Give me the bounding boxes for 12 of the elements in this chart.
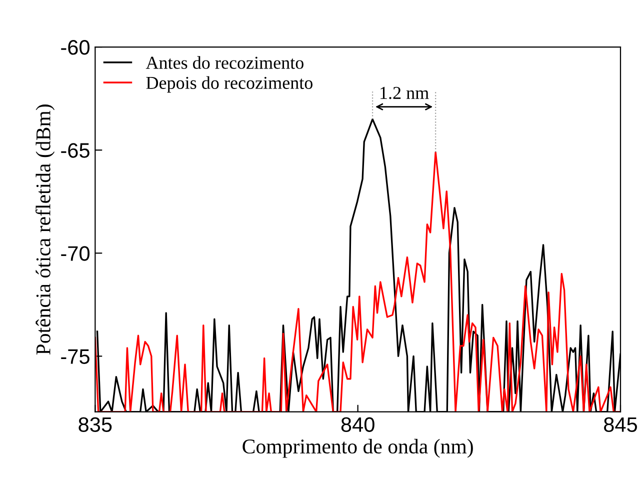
x-tick-label: 835 — [78, 417, 112, 432]
x-tick-label: 845 — [604, 417, 638, 432]
annotation: 1.2 nm — [380, 86, 429, 100]
legend-label: Depois do recozimento — [146, 76, 312, 93]
y-tick-label: -75 — [61, 349, 90, 364]
y-tick-label: -60 — [61, 40, 90, 55]
y-tick-label: -65 — [61, 143, 90, 158]
y-axis-title: Potência ótica refletida (dBm) — [36, 104, 55, 355]
x-tick-label: 840 — [341, 417, 374, 432]
legend-label: Antes do recozimento — [146, 56, 304, 69]
x-axis-title: Comprimento de onda (nm) — [242, 438, 473, 458]
y-tick-label: -70 — [61, 246, 90, 261]
